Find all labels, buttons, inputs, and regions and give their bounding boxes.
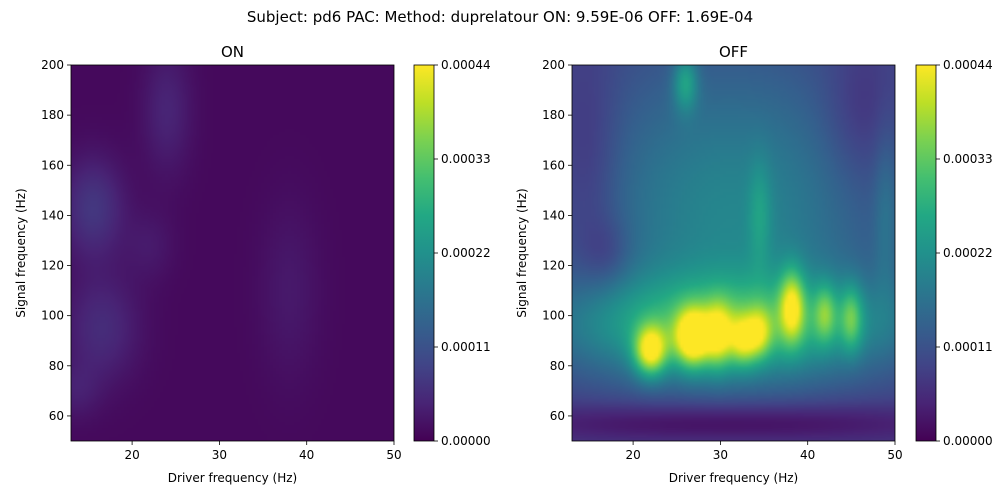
y-tick-label: 140: [41, 208, 64, 222]
colorbar-tick-label: 0.00011: [441, 340, 491, 354]
y-tick-label: 100: [542, 309, 565, 323]
y-tick-label: 80: [550, 359, 565, 373]
y-tick-label: 180: [41, 108, 64, 122]
y-tick-label: 140: [542, 208, 565, 222]
x-tick-label: 40: [800, 448, 815, 462]
y-tick-label: 160: [542, 158, 565, 172]
panel-title: OFF: [719, 43, 748, 61]
y-tick-label: 120: [542, 259, 565, 273]
colorbar-tick-label: 0.00044: [943, 58, 993, 72]
plot-frame: [571, 64, 896, 442]
y-tick-label: 100: [41, 309, 64, 323]
x-axis-label: Driver frequency (Hz): [168, 471, 297, 485]
colorbar: [413, 64, 435, 442]
y-axis-label: Signal frequency (Hz): [14, 188, 28, 317]
colorbar-tick-label: 0.00033: [441, 152, 491, 166]
y-tick-label: 200: [542, 58, 565, 72]
x-tick-label: 50: [887, 448, 902, 462]
x-tick-label: 50: [386, 448, 401, 462]
colorbar-tick-label: 0.00044: [441, 58, 491, 72]
heatmap-image: [71, 65, 394, 441]
y-axis-label: Signal frequency (Hz): [515, 188, 529, 317]
heatmap-panel-off: OFF 20 30 40 50 60 80 100 120 140 160 180 200 Driver …: [515, 43, 993, 485]
colorbar-tick-label: 0.00022: [943, 246, 993, 260]
panel-title: ON: [221, 43, 244, 61]
colorbar-tick-label: 0.00033: [943, 152, 993, 166]
colorbar-tick-label: 0.00022: [441, 246, 491, 260]
heatmap-panels: ON 20 30 40 50 60 80 100 120 140 160 180 200 Driver f…: [14, 43, 993, 485]
heatmap-panel-on: ON 20 30 40 50 60 80 100 120 140 160 180 200 Driver f…: [14, 43, 491, 485]
figure-suptitle: Subject: pd6 PAC: Method: duprelatour ON…: [247, 8, 753, 26]
colorbar-tick-label: 0.00000: [943, 434, 993, 448]
heatmap-image: [572, 65, 895, 441]
y-tick-label: 80: [49, 359, 64, 373]
x-tick-label: 30: [212, 448, 227, 462]
y-tick-label: 160: [41, 158, 64, 172]
x-tick-label: 20: [625, 448, 640, 462]
y-tick-label: 120: [41, 259, 64, 273]
x-axis-label: Driver frequency (Hz): [669, 471, 798, 485]
colorbar: [915, 64, 937, 442]
y-tick-label: 200: [41, 58, 64, 72]
y-tick-label: 60: [550, 409, 565, 423]
colorbar-tick-label: 0.00000: [441, 434, 491, 448]
x-tick-label: 40: [299, 448, 314, 462]
x-tick-label: 20: [124, 448, 139, 462]
plot-frame: [70, 64, 395, 442]
y-tick-label: 60: [49, 409, 64, 423]
y-tick-label: 180: [542, 108, 565, 122]
x-tick-label: 30: [713, 448, 728, 462]
colorbar-tick-label: 0.00011: [943, 340, 993, 354]
